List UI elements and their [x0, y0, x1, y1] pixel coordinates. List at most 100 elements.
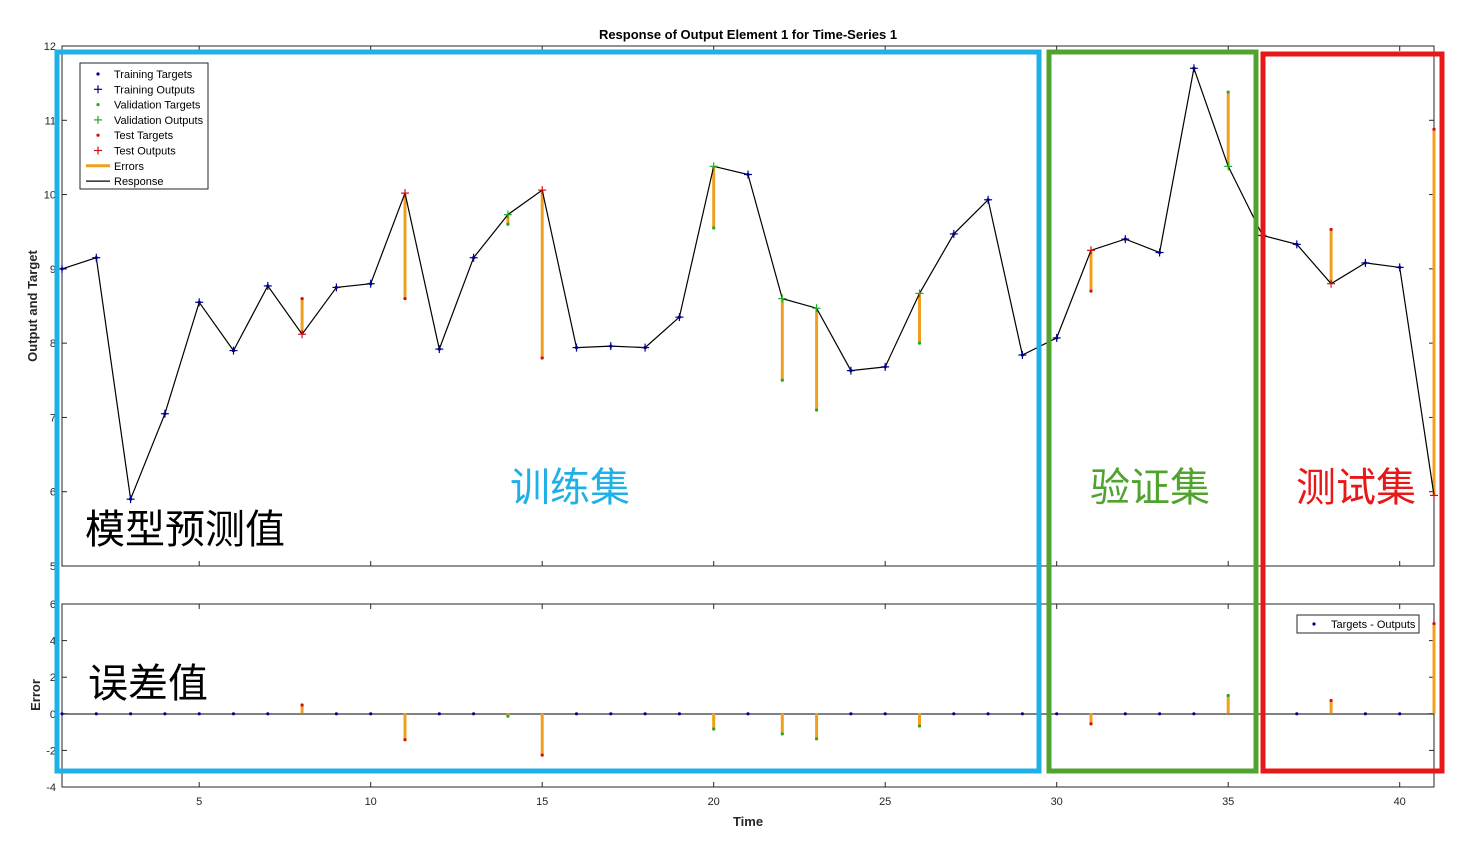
x-tick-label: 40: [1394, 796, 1406, 808]
top-y-tick-label: 7: [50, 412, 56, 424]
output-marker: [709, 162, 718, 171]
error-stems: [60, 621, 1436, 757]
error-point: [1363, 712, 1367, 716]
output-marker: [332, 283, 341, 292]
legend-bottom-marker: [1312, 622, 1316, 626]
output-marker: [1155, 248, 1164, 257]
legend-label: Response: [114, 176, 164, 188]
legend-marker-plus: [94, 85, 102, 94]
output-marker: [229, 346, 238, 355]
bottom-y-tick-label: -2: [46, 745, 56, 757]
top-y-tick-label: 5: [50, 561, 56, 573]
target-point: [917, 341, 922, 345]
error-point: [574, 712, 579, 716]
error-point: [266, 712, 270, 716]
bottom-axis-ticks: -4 -2 0 2 4 6 5 10 15 20 25 30 35 40: [46, 599, 1434, 808]
target-point: [1329, 227, 1333, 232]
legend-bottom: Targets - Outputs: [1296, 614, 1420, 634]
top-y-tick-label: 11: [45, 115, 56, 127]
output-marker: [881, 362, 890, 371]
error-point: [1432, 621, 1436, 626]
output-marker: [1018, 351, 1027, 360]
output-marker: [1292, 240, 1301, 249]
error-point: [746, 712, 750, 716]
error-point: [197, 712, 201, 716]
legend-label: Validation Outputs: [114, 115, 204, 127]
validation-set-label: 验证集: [1090, 465, 1210, 511]
legend-label: Test Targets: [114, 130, 174, 142]
bottom-y-tick-label: -4: [46, 782, 56, 794]
bottom-y-tick-label: 2: [50, 672, 56, 684]
output-marker: [675, 313, 684, 322]
output-marker: [435, 345, 444, 354]
error-point: [129, 712, 133, 716]
top-markers: [58, 64, 1438, 504]
legend-top-box: [79, 62, 209, 190]
test-set-box: [1260, 51, 1445, 774]
error-point: [231, 712, 236, 716]
output-marker: [846, 366, 855, 375]
training-set-box: [54, 49, 1042, 774]
output-marker: [915, 289, 924, 298]
x-tick-label: 30: [1051, 796, 1063, 808]
error-point: [1295, 712, 1299, 716]
output-marker: [503, 210, 512, 219]
output-marker: [1087, 246, 1095, 255]
output-marker: [195, 298, 204, 307]
target-point: [1432, 127, 1436, 131]
legend-bottom-label: Targets - Outputs: [1331, 619, 1416, 631]
output-marker: [1327, 279, 1336, 288]
target-point: [300, 296, 304, 301]
output-marker: [812, 304, 821, 313]
target-point: [1226, 90, 1230, 94]
legend-label: Test Outputs: [114, 146, 176, 158]
error-point: [437, 712, 441, 716]
target-point: [540, 356, 544, 360]
legend-marker-dot: [96, 103, 100, 107]
error-point: [1123, 712, 1127, 716]
output-marker: [126, 495, 135, 504]
error-value-label: 误差值: [88, 661, 208, 707]
top-y-tick-label: 6: [50, 487, 56, 499]
error-point: [815, 737, 819, 741]
target-point: [1089, 289, 1093, 293]
target-point: [506, 222, 510, 226]
error-point: [883, 712, 887, 716]
output-marker: [641, 343, 650, 352]
output-marker: [1121, 235, 1130, 244]
output-marker: [1395, 263, 1404, 272]
model-prediction-label: 模型预测值: [85, 507, 285, 553]
error-point: [986, 712, 990, 716]
error-point: [849, 712, 853, 716]
output-marker: [263, 281, 272, 290]
error-point: [1398, 712, 1402, 716]
top-y-tick-label: 9: [50, 264, 56, 276]
legend-marker-dot: [96, 133, 100, 137]
output-marker: [778, 294, 787, 303]
legend-bottom-box: [1296, 614, 1420, 634]
output-marker: [298, 330, 307, 339]
top-error-bars: [300, 92, 1436, 496]
error-point: [472, 712, 476, 716]
output-marker: [1224, 162, 1233, 171]
error-point: [712, 727, 716, 731]
error-point: [506, 714, 510, 718]
error-point: [1055, 712, 1059, 716]
x-tick-label: 5: [196, 796, 202, 808]
output-marker: [606, 342, 615, 351]
output-marker: [1052, 333, 1061, 342]
error-point: [1329, 698, 1333, 703]
x-tick-label: 35: [1222, 796, 1234, 808]
error-point: [300, 703, 304, 707]
target-point: [780, 378, 784, 382]
error-point: [163, 712, 167, 716]
target-point: [712, 226, 716, 230]
x-tick-label: 20: [708, 796, 720, 808]
legend-top-entries: Training Targets Training Outputs Validati…: [86, 69, 204, 188]
output-marker: [538, 186, 547, 195]
legend-marker-plus: [94, 115, 102, 124]
x-tick-label: 25: [879, 796, 891, 808]
output-marker: [744, 170, 752, 179]
output-marker: [1361, 258, 1370, 267]
